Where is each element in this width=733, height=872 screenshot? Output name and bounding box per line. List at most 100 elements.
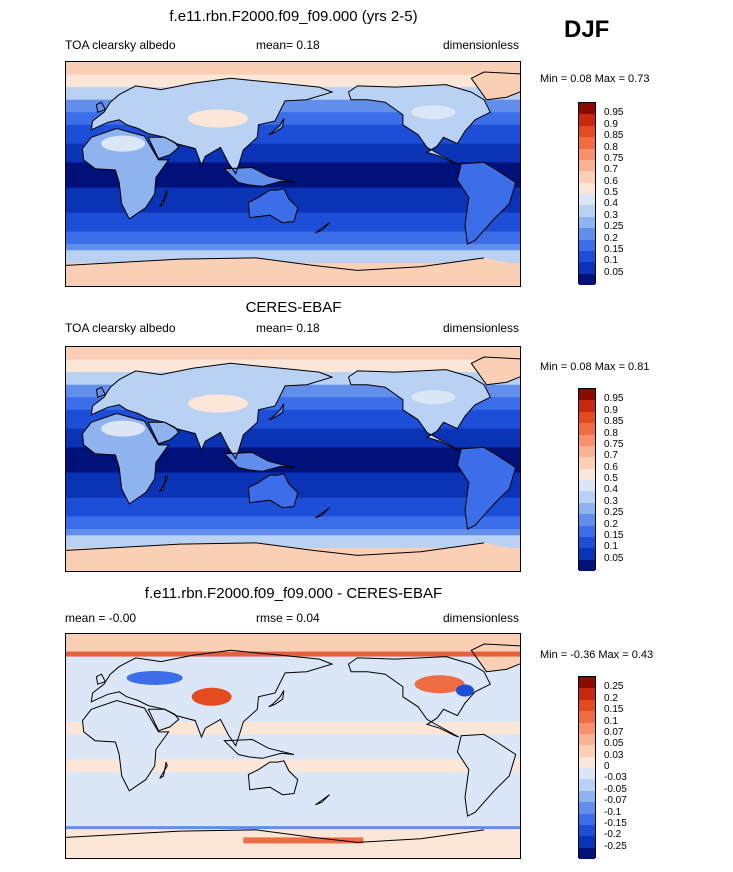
- latitude-band: [66, 422, 520, 430]
- panel-1-map: [65, 61, 521, 287]
- latitude-band: [66, 460, 520, 467]
- latitude-band: [66, 441, 520, 449]
- panel-1-title: f.e11.rbn.F2000.f09_f09.000 (yrs 2-5): [169, 8, 418, 25]
- latitude-band: [66, 522, 520, 530]
- coastline: [81, 699, 170, 792]
- panel-3-rmse-label: rmse = 0.04: [256, 611, 320, 625]
- landmass-indonesia: [224, 452, 294, 472]
- panel-3-title: f.e11.rbn.F2000.f09_f09.000 - CERES-EBAF: [144, 585, 443, 602]
- panel-3-minmax: Min = -0.36 Max = 0.43: [540, 649, 654, 661]
- colorbar-tick-label: 0.6: [604, 461, 618, 473]
- panel-1-units-label: dimensionless: [443, 38, 520, 52]
- colorbar-tick-label: 0.2: [604, 518, 618, 530]
- latitude-band: [66, 347, 520, 354]
- colorbar-swatch: [579, 745, 595, 757]
- latitude-band: [66, 759, 520, 767]
- colorbar-swatch: [579, 733, 595, 746]
- coastline: [347, 656, 491, 738]
- sahara-region: [101, 135, 145, 152]
- latitude-band: [66, 231, 520, 239]
- landmass-uk: [96, 674, 106, 685]
- colorbar-swatch: [579, 148, 595, 160]
- latitude-band: [66, 181, 520, 189]
- coastline: [66, 829, 485, 843]
- north-america-snow-region: [411, 105, 456, 120]
- colorbar-tick-label: 0.15: [604, 704, 624, 716]
- season-label: DJF: [564, 16, 610, 43]
- landmass-samerica: [457, 447, 516, 530]
- coastline: [223, 738, 295, 759]
- latitude-band: [66, 384, 520, 392]
- colorbar-swatch: [579, 836, 595, 848]
- panel-2-title: CERES-EBAF: [245, 299, 342, 316]
- latitude-band: [66, 143, 520, 151]
- coastline: [456, 161, 517, 245]
- coastline: [247, 188, 299, 224]
- colorbar-tick-label: 0.2: [604, 232, 618, 244]
- latitude-band: [66, 541, 520, 549]
- colorbar-swatch: [579, 813, 595, 825]
- latitude-band: [66, 803, 520, 811]
- colorbar-tick-label: 0.03: [604, 749, 624, 761]
- coastline: [159, 189, 168, 207]
- landmass-greenland: [471, 644, 520, 672]
- colorbar-tick-label: 0.05: [604, 552, 624, 564]
- colorbar-tick-label: 0.4: [604, 198, 618, 210]
- panel-2-map: [65, 346, 521, 572]
- latitude-band: [66, 797, 520, 805]
- landmass-africa: [82, 413, 169, 504]
- north-america-snow-region: [411, 390, 456, 405]
- colorbar-tick-label: 0.07: [604, 726, 624, 738]
- colorbar-tick-label: 0.1: [604, 541, 618, 553]
- coastline: [95, 673, 107, 685]
- coastline: [147, 421, 180, 445]
- coastline: [315, 794, 330, 806]
- landmass-samerica: [457, 734, 516, 817]
- latitude-band: [66, 409, 520, 417]
- colorbar-swatch: [579, 182, 595, 194]
- colorbar-tick-label: 0.1: [604, 255, 618, 267]
- latitude-band: [66, 193, 520, 201]
- latitude-band: [66, 359, 520, 367]
- latitude-band: [66, 740, 520, 748]
- colorbar-swatch: [579, 824, 595, 837]
- latitude-band: [66, 510, 520, 518]
- colorbar-swatch: [579, 711, 595, 723]
- latitude-band: [66, 105, 520, 113]
- colorbar-swatch: [579, 423, 595, 435]
- colorbar-tick-label: 0.95: [604, 107, 624, 119]
- landmass-namerica: [348, 656, 491, 737]
- colorbar-swatch: [579, 468, 595, 480]
- colorbar-tick-label: -0.05: [604, 783, 627, 795]
- colorbar-tick-label: 0.9: [604, 118, 618, 130]
- colorbar-tick-label: 0.2: [604, 692, 618, 704]
- landmass-namerica: [348, 369, 491, 450]
- colorbar-tick-label: 0.8: [604, 141, 618, 153]
- coastline: [95, 386, 107, 398]
- panel-2-mean-label: mean= 0.18: [256, 321, 320, 335]
- colorbar-tick-label: 0: [604, 761, 610, 772]
- latitude-band: [66, 353, 520, 361]
- landmass-uk: [96, 387, 106, 398]
- arctic-anomaly-band: [66, 651, 520, 657]
- colorbar-swatch: [579, 137, 595, 149]
- colorbar-tick-label: 0.5: [604, 473, 618, 484]
- colorbar-tick-label: 0.15: [604, 529, 624, 541]
- latitude-band: [66, 218, 520, 226]
- landmass-japan: [268, 690, 284, 707]
- colorbar-tick-label: -0.1: [604, 806, 622, 818]
- colorbar-swatch: [579, 457, 595, 469]
- colorbar-tick-label: 0.6: [604, 175, 618, 187]
- colorbar-swatch: [579, 411, 595, 424]
- latitude-band: [66, 168, 520, 176]
- coastline: [347, 84, 491, 166]
- latitude-band: [66, 162, 520, 170]
- latitude-band: [66, 68, 520, 76]
- landmass-australia: [248, 473, 298, 508]
- colorbar-swatch: [579, 159, 595, 172]
- latitude-band: [66, 715, 520, 723]
- panel-2-variable-label: TOA clearsky albedo: [65, 321, 176, 335]
- colorbar-tick-label: 0.75: [604, 438, 624, 450]
- colorbar-swatch: [579, 273, 595, 285]
- coastline: [456, 733, 517, 817]
